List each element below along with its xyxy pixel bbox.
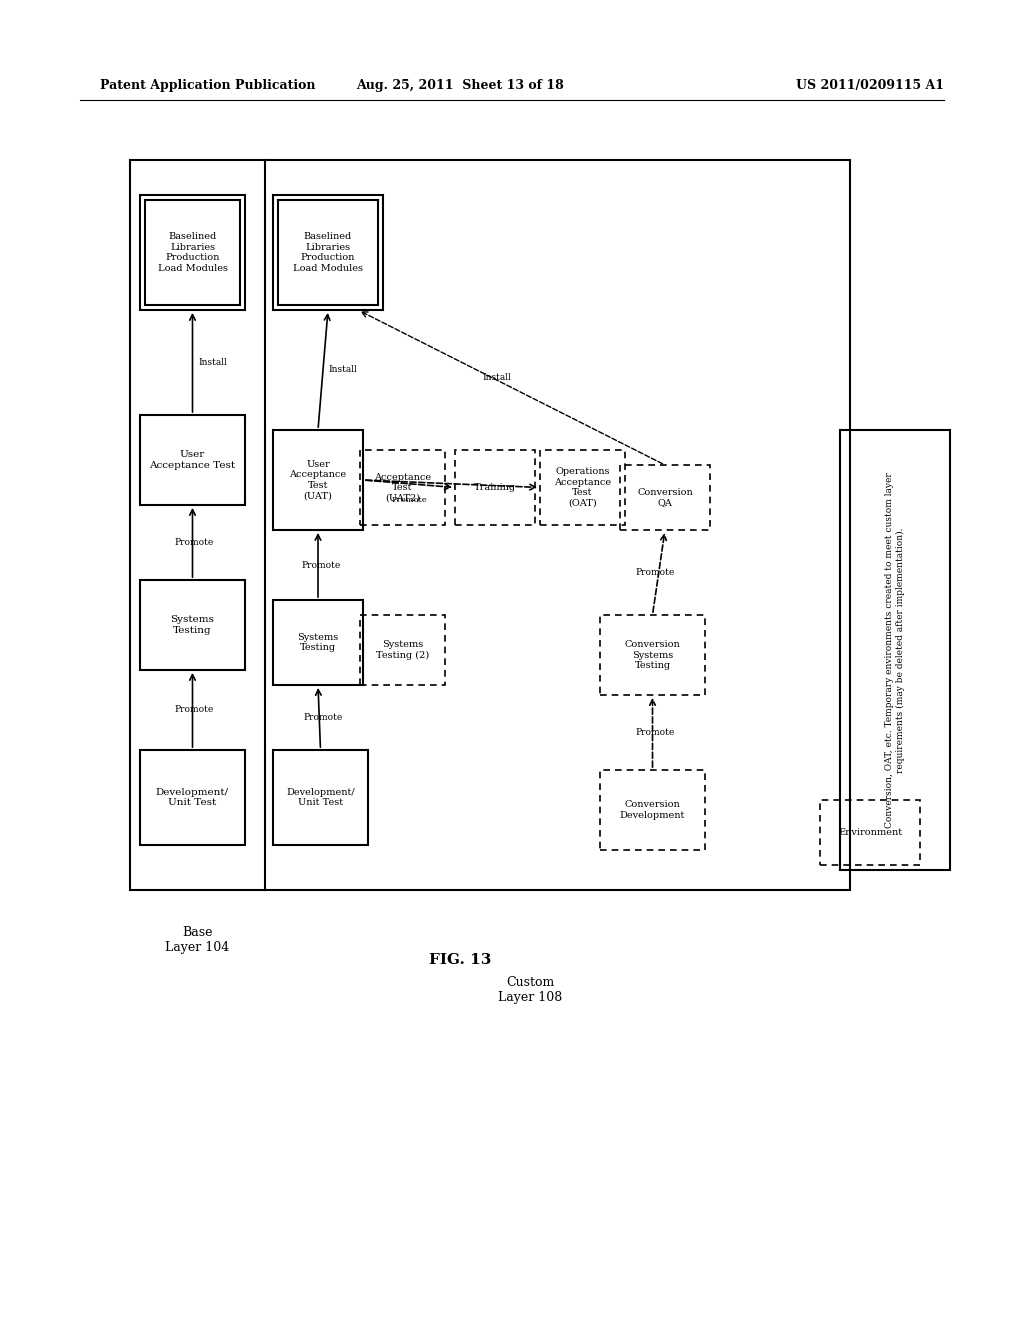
Bar (360, 615, 445, 685)
Bar (620, 465, 710, 531)
Text: Promote: Promote (636, 568, 675, 577)
Bar (820, 800, 920, 865)
Bar (273, 430, 362, 531)
Bar (140, 750, 245, 845)
Text: Baselined
Libraries
Production
Load Modules: Baselined Libraries Production Load Modu… (158, 232, 227, 273)
Text: Promote: Promote (175, 539, 214, 546)
Text: FIG. 13: FIG. 13 (429, 953, 492, 968)
Text: Development/
Unit Test: Development/ Unit Test (286, 788, 354, 808)
Bar (540, 450, 625, 525)
Text: Systems
Testing (2): Systems Testing (2) (376, 640, 429, 660)
Bar (360, 450, 445, 525)
Text: Promote: Promote (304, 713, 343, 722)
Text: Development/
Unit Test: Development/ Unit Test (156, 788, 229, 808)
Text: Acceptance
Test
(UAT2): Acceptance Test (UAT2) (374, 473, 431, 503)
Text: Install: Install (198, 358, 227, 367)
Text: US 2011/0209115 A1: US 2011/0209115 A1 (796, 78, 944, 91)
Bar (600, 770, 705, 850)
Text: Environment: Environment (838, 828, 902, 837)
Text: User
Acceptance
Test
(UAT): User Acceptance Test (UAT) (290, 459, 346, 500)
Text: Operations
Acceptance
Test
(OAT): Operations Acceptance Test (OAT) (554, 467, 611, 508)
Bar (273, 195, 383, 310)
Text: Training: Training (474, 483, 516, 492)
Bar (140, 579, 245, 671)
Text: Conversion, OAT, etc. Temporary environments created to meet custom layer
requir: Conversion, OAT, etc. Temporary environm… (885, 473, 905, 828)
Text: Promote: Promote (391, 496, 427, 504)
Text: Promote: Promote (175, 705, 214, 714)
Bar (140, 414, 245, 506)
Bar (273, 750, 368, 845)
Text: User
Acceptance Test: User Acceptance Test (150, 450, 236, 470)
Bar (600, 615, 705, 696)
Bar (145, 201, 240, 305)
Text: Patent Application Publication: Patent Application Publication (100, 78, 315, 91)
Text: Promote: Promote (301, 561, 341, 569)
Bar (278, 201, 378, 305)
Bar (273, 601, 362, 685)
Text: Systems
Testing: Systems Testing (171, 615, 214, 635)
Text: Baselined
Libraries
Production
Load Modules: Baselined Libraries Production Load Modu… (293, 232, 362, 273)
Text: Install: Install (482, 374, 511, 381)
Text: Conversion
Systems
Testing: Conversion Systems Testing (625, 640, 680, 671)
Bar (140, 195, 245, 310)
Text: Conversion
QA: Conversion QA (637, 488, 693, 507)
Text: Custom
Layer 108: Custom Layer 108 (498, 975, 562, 1005)
Text: Base
Layer 104: Base Layer 104 (165, 927, 229, 954)
Text: Install: Install (329, 366, 357, 375)
Bar (455, 450, 535, 525)
Bar (840, 430, 950, 870)
Bar (130, 160, 850, 890)
Text: Aug. 25, 2011  Sheet 13 of 18: Aug. 25, 2011 Sheet 13 of 18 (356, 78, 564, 91)
Text: Promote: Promote (636, 729, 675, 737)
Text: Systems
Testing: Systems Testing (297, 632, 339, 652)
Text: Conversion
Development: Conversion Development (620, 800, 685, 820)
